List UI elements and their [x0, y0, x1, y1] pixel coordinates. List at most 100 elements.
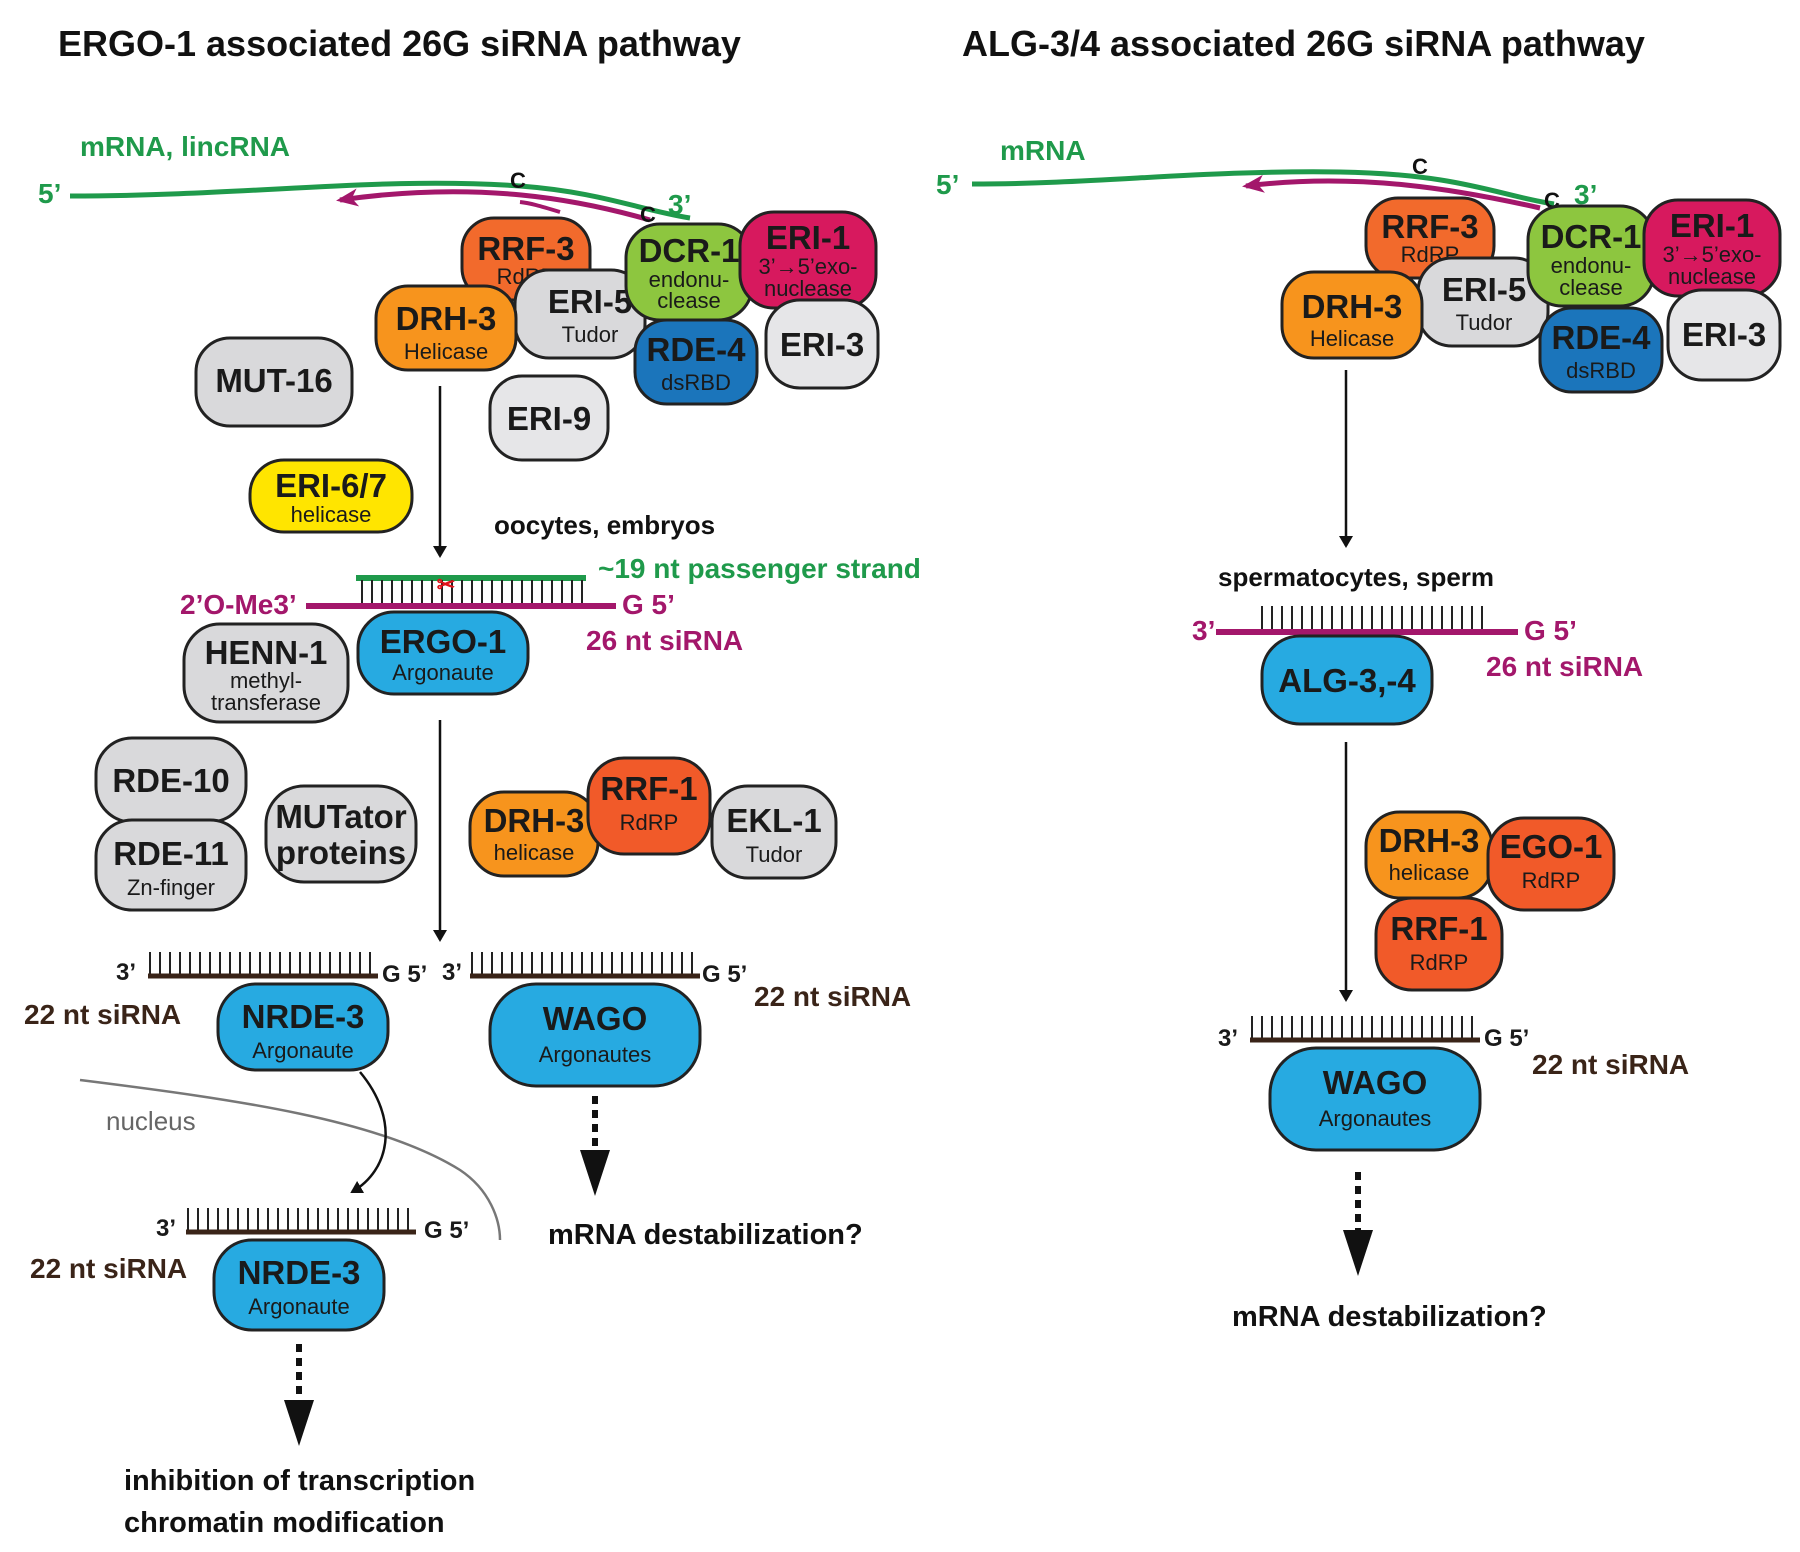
rrf1-protein: RRF-1 RdRP: [586, 756, 712, 856]
drh3-helicase-protein: DRH-3 helicase: [468, 790, 600, 878]
nrde-nuclear-label: 22 nt siRNA: [30, 1253, 187, 1284]
c-mark-1: C: [510, 168, 526, 193]
outcome-wago-left: mRNA destabilization?: [548, 1219, 863, 1251]
mrna-strand-right: [971, 169, 1555, 207]
svg-text:WAGO: WAGO: [543, 1000, 648, 1037]
svg-text:clease: clease: [657, 288, 721, 313]
svg-text:RdRP: RdRP: [620, 810, 679, 835]
svg-text:RDE-4: RDE-4: [646, 331, 746, 368]
rrf1-protein-right: RRF-1 RdRP: [1374, 896, 1504, 992]
nrde-nuclear-ticks: [187, 1208, 409, 1230]
ome-label: 2’O-Me3’: [180, 589, 297, 620]
svg-text:clease: clease: [1559, 275, 1623, 300]
svg-text:dsRBD: dsRBD: [661, 370, 731, 395]
import-arrow: [350, 1071, 387, 1194]
alg-sirna-3prime: 3’: [1192, 615, 1215, 646]
svg-text:ERI-3: ERI-3: [780, 326, 864, 363]
left-panel: mRNA, lincRNA 5’ 3’ C C RRF-3 RdRP ERI-5…: [24, 131, 921, 1539]
wago-sirna-3prime: 3’: [442, 959, 462, 986]
wago-protein-left: WAGO Argonautes: [488, 982, 702, 1088]
svg-text:RRF-1: RRF-1: [600, 770, 697, 807]
svg-text:RRF-3: RRF-3: [477, 230, 574, 267]
wago-sirna-g5: G 5’: [702, 961, 747, 988]
rde4-protein-right: RDE-4 dsRBD: [1538, 306, 1664, 394]
svg-text:RDE-10: RDE-10: [112, 762, 229, 799]
mrna-5prime: 5’: [38, 178, 61, 209]
svg-text:NRDE-3: NRDE-3: [238, 1254, 361, 1291]
eri1-protein-right: ERI-1 3’→5’exo- nuclease: [1642, 198, 1782, 298]
svg-text:DRH-3: DRH-3: [1379, 822, 1480, 859]
henn1-protein: HENN-1 methyl- transferase: [182, 622, 350, 724]
drh3-helicase-protein-right: DRH-3 helicase: [1364, 810, 1494, 900]
g5-label: G 5’: [622, 589, 675, 620]
alg-sirna-label: 26 nt siRNA: [1486, 651, 1643, 682]
passenger-label: ~19 nt passenger strand: [598, 553, 921, 584]
svg-text:endonu-: endonu-: [649, 267, 730, 292]
wago-sirna-3prime-right: 3’: [1218, 1025, 1238, 1052]
antisense-arrow-right: [1242, 174, 1541, 211]
svg-text:helicase: helicase: [1389, 860, 1470, 885]
wago-sirna-label-right: 22 nt siRNA: [1532, 1049, 1689, 1080]
nrde-nuclear-3prime: 3’: [156, 1215, 176, 1242]
svg-text:Tudor: Tudor: [562, 322, 619, 347]
svg-text:ERI-5: ERI-5: [548, 283, 632, 320]
mut16-protein: MUT-16: [194, 336, 354, 428]
outcome-nrde-1: inhibition of transcription: [124, 1465, 475, 1497]
svg-text:Zn-finger: Zn-finger: [127, 875, 215, 900]
svg-text:methyl-: methyl-: [230, 668, 302, 693]
arrowhead-wago-right: [1343, 1230, 1373, 1276]
outcome-nrde-2: chromatin modification: [124, 1507, 445, 1539]
eri3-protein-right: ERI-3: [1666, 288, 1782, 382]
svg-text:WAGO: WAGO: [1323, 1064, 1428, 1101]
svg-text:NRDE-3: NRDE-3: [242, 998, 365, 1035]
svg-text:proteins: proteins: [276, 834, 406, 871]
left-duplex-ticks: [361, 580, 583, 604]
mrna-strand: [69, 180, 691, 221]
mrna-3prime: 3’: [668, 189, 691, 220]
mrna-label: mRNA, lincRNA: [80, 131, 290, 162]
eri67-protein: ERI-6/7 helicase: [248, 458, 414, 534]
svg-text:Tudor: Tudor: [1456, 310, 1513, 335]
right-panel: mRNA 5’ 3’ C C RRF-3 RdRP ERI-5 Tudor DR…: [936, 135, 1782, 1333]
svg-text:Argonautes: Argonautes: [539, 1042, 652, 1067]
ego1-protein: EGO-1 RdRP: [1486, 816, 1616, 912]
svg-text:RDE-4: RDE-4: [1551, 319, 1651, 356]
nucleus-boundary: [79, 1078, 502, 1241]
eri5-protein-right: ERI-5 Tudor: [1416, 256, 1550, 348]
svg-text:MUTator: MUTator: [275, 798, 407, 835]
title-right: ALG-3/4 associated 26G siRNA pathway: [962, 23, 1645, 64]
nrde-sirna-g5: G 5’: [382, 961, 427, 988]
arrowhead-nrde: [284, 1400, 314, 1446]
svg-text:3’→5’exo-: 3’→5’exo-: [758, 254, 857, 279]
svg-text:ERGO-1: ERGO-1: [380, 623, 507, 660]
nrde3-protein: NRDE-3 Argonaute: [216, 982, 390, 1072]
svg-text:RdRP: RdRP: [1410, 950, 1469, 975]
svg-text:DRH-3: DRH-3: [1302, 288, 1403, 325]
outcome-wago-right: mRNA destabilization?: [1232, 1301, 1547, 1333]
mrna-3prime-right: 3’: [1574, 179, 1597, 210]
title-left: ERGO-1 associated 26G siRNA pathway: [58, 23, 741, 64]
svg-text:3’→5’exo-: 3’→5’exo-: [1662, 242, 1761, 267]
svg-text:Argonaute: Argonaute: [248, 1294, 350, 1319]
svg-text:ERI-9: ERI-9: [507, 400, 591, 437]
svg-text:RRF-1: RRF-1: [1390, 910, 1487, 947]
nrde3-nuclear-protein: NRDE-3 Argonaute: [212, 1238, 386, 1332]
svg-text:helicase: helicase: [494, 840, 575, 865]
wago-sirna-g5-right: G 5’: [1484, 1025, 1529, 1052]
scissors-icon: ✂: [437, 572, 455, 597]
c-mark-1-right: C: [1412, 154, 1428, 179]
svg-text:MUT-16: MUT-16: [215, 362, 332, 399]
sirna26-label: 26 nt siRNA: [586, 625, 743, 656]
nrde-nuclear-g5: G 5’: [424, 1217, 469, 1244]
svg-text:DRH-3: DRH-3: [396, 300, 497, 337]
svg-text:DCR-1: DCR-1: [639, 232, 740, 269]
drh3-protein: DRH-3 Helicase: [374, 284, 518, 372]
mutator-proteins: MUTator proteins: [264, 784, 418, 884]
rde11-protein: RDE-11 Zn-finger: [94, 818, 248, 912]
svg-text:DCR-1: DCR-1: [1541, 218, 1642, 255]
antisense-arrow-tail: [519, 200, 561, 214]
svg-text:RDE-11: RDE-11: [113, 835, 229, 872]
svg-text:helicase: helicase: [291, 502, 372, 527]
svg-text:Helicase: Helicase: [1310, 326, 1394, 351]
